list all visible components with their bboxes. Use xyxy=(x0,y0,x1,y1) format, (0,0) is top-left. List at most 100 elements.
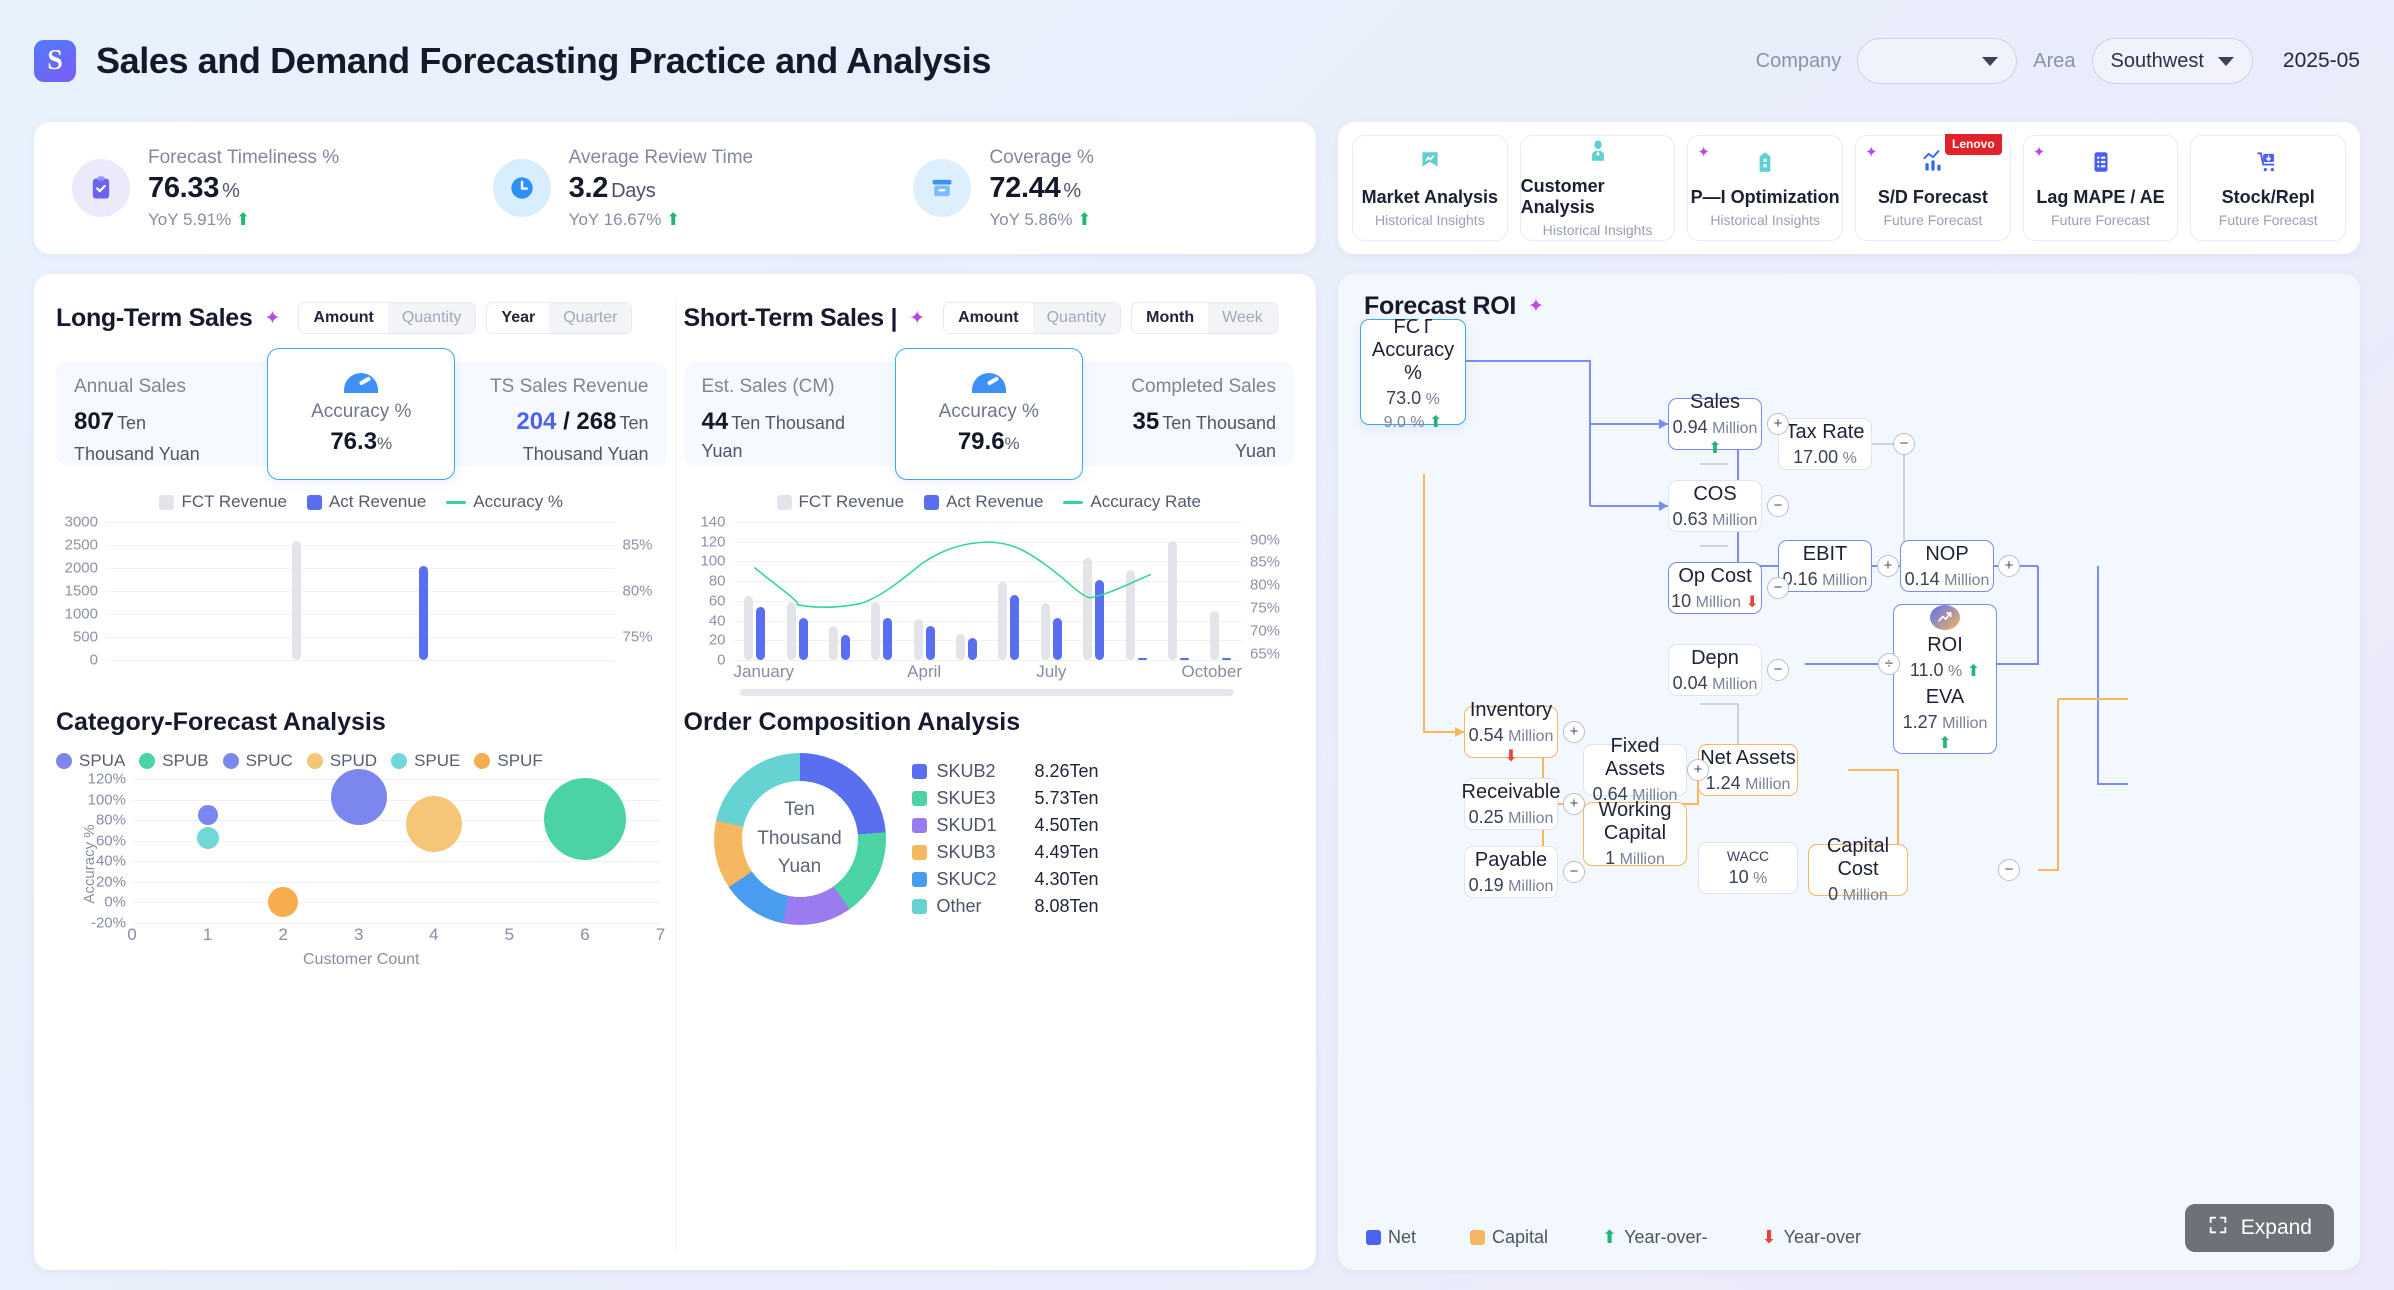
node-payable[interactable]: Payable 0.19 Million xyxy=(1464,846,1558,898)
long-term-header: Long-Term Sales ✦ Amount Quantity Year Q… xyxy=(56,296,667,340)
node-cos[interactable]: COS 0.63 Million xyxy=(1668,480,1762,532)
legend-capital: Capital xyxy=(1470,1227,1548,1248)
node-value: 10 Million ⬇ xyxy=(1671,590,1759,611)
bar-group[interactable] xyxy=(734,522,776,660)
node-nop[interactable]: NOP 0.14 Million xyxy=(1900,540,1994,592)
eva-label: EVA xyxy=(1925,686,1965,708)
bar-group[interactable] xyxy=(776,522,818,660)
short-term-period-toggle[interactable]: Month Week xyxy=(1131,302,1278,334)
node-name: Payable xyxy=(1474,848,1548,871)
module-subtitle: Historical Insights xyxy=(1542,222,1653,238)
list-item[interactable]: Other 8.08Ten xyxy=(911,896,1099,917)
list-item[interactable]: SKUE3 5.73Ten xyxy=(911,788,1099,809)
area-select[interactable]: Southwest xyxy=(2091,38,2253,84)
short-term-measure-toggle[interactable]: Amount Quantity xyxy=(943,302,1122,334)
stat-est-sales: Est. Sales (CM) 44 Ten Thousand Yuan xyxy=(684,362,888,466)
node-value: 1.24 Million xyxy=(1705,772,1791,793)
sparkle-icon: ✦ xyxy=(909,307,926,329)
node-working-capital[interactable]: Working Capital 1 Million xyxy=(1583,799,1687,868)
legend-act-revenue: Act Revenue xyxy=(306,492,426,512)
toggle-quantity[interactable]: Quantity xyxy=(387,303,476,333)
long-term-period-toggle[interactable]: Year Quarter xyxy=(486,302,633,334)
module-customer-analysis[interactable]: Customer Analysis Historical Insights xyxy=(1519,135,1676,241)
company-label: Company xyxy=(1755,49,1842,72)
toggle-week[interactable]: Week xyxy=(1208,303,1277,333)
toggle-year[interactable]: Year xyxy=(487,303,550,333)
node-wacc[interactable]: WACC 10 % xyxy=(1698,842,1798,894)
long-term-measure-toggle[interactable]: Amount Quantity xyxy=(298,302,477,334)
node-tax-rate[interactable]: Tax Rate 17.00 % xyxy=(1778,418,1872,470)
operator-minus: − xyxy=(1563,861,1585,883)
list-item[interactable]: SKUD1 4.50Ten xyxy=(911,815,1099,836)
company-select[interactable] xyxy=(1857,38,2018,84)
module-market-analysis[interactable]: Market Analysis Historical Insights xyxy=(1352,135,1508,241)
list-item[interactable]: SKUC2 4.30Ten xyxy=(911,869,1099,890)
stat-ts-sales-revenue: TS Sales Revenue 204 / 268 Ten Thousand Y… xyxy=(463,362,667,466)
forecast-roi-header: Forecast ROI ✦ xyxy=(1364,292,1544,321)
bubble-spue[interactable] xyxy=(196,826,219,849)
stat-accuracy-card[interactable]: Accuracy % 76.3% xyxy=(267,348,456,480)
node-capital-cost[interactable]: Capital Cost 0 Million xyxy=(1808,835,1908,904)
node-receivable[interactable]: Receivable 0.25 Million xyxy=(1462,778,1560,830)
bar-group[interactable] xyxy=(1157,522,1199,660)
long-term-toggles: Amount Quantity Year Quarter xyxy=(298,302,633,334)
node-ebit[interactable]: EBIT 0.16 Million xyxy=(1778,540,1872,592)
list-item[interactable]: SKUB3 4.49Ten xyxy=(911,842,1099,863)
module-pi-optimization[interactable]: ✦ P—I Optimization Historical Insights xyxy=(1687,135,1844,241)
bar-group[interactable] xyxy=(903,522,945,660)
bar-group[interactable] xyxy=(861,522,903,660)
node-inventory[interactable]: Inventory 0.54 Million ⬇ xyxy=(1464,699,1558,765)
expand-button[interactable]: Expand xyxy=(2184,1204,2334,1252)
bar-group[interactable] xyxy=(360,522,487,660)
arrow-up-icon: ⬆ xyxy=(1077,209,1092,229)
module-stock-repl[interactable]: Stock/Repl Future Forecast xyxy=(2190,135,2347,241)
donut-chart[interactable]: Ten Thousand Yuan xyxy=(713,753,886,925)
node-name: FCT Accuracy % xyxy=(1371,315,1455,384)
toggle-amount[interactable]: Amount xyxy=(944,303,1033,333)
bubble-spuf[interactable] xyxy=(268,887,299,918)
legend-fct-revenue: FCT Revenue xyxy=(159,492,287,512)
node-sales[interactable]: Sales 0.94 Million ⬆ xyxy=(1668,391,1762,457)
toggle-amount[interactable]: Amount xyxy=(299,303,388,333)
list-item[interactable]: SKUB2 8.26Ten xyxy=(911,761,1099,782)
node-depn[interactable]: Depn 0.04 Million xyxy=(1668,644,1762,696)
bubble-spuc[interactable] xyxy=(197,805,218,825)
y-axis-right: 90% 85% 80% 75% 70% 65% xyxy=(1250,531,1281,663)
bar-group[interactable] xyxy=(1073,522,1115,660)
chart-scrollbar[interactable] xyxy=(739,689,1234,696)
panel-divider xyxy=(674,302,676,1252)
eva-value: 1.27 Million ⬆ xyxy=(1902,712,1988,752)
bar-group[interactable] xyxy=(988,522,1030,660)
toggle-quantity[interactable]: Quantity xyxy=(1032,303,1121,333)
bar-group[interactable] xyxy=(818,522,860,660)
node-roi-eva-result[interactable]: ROI 11.0 % ⬆ EVA 1.27 Million ⬆ xyxy=(1893,604,1997,754)
order-composition-chart: Ten Thousand Yuan SKUB2 8.26Ten SKUE3 5.73Te… xyxy=(684,753,1295,925)
node-net-assets[interactable]: Net Assets 1.24 Million xyxy=(1698,744,1798,796)
node-op-cost[interactable]: Op Cost 10 Million ⬇ xyxy=(1668,562,1762,614)
toggle-month[interactable]: Month xyxy=(1132,303,1209,333)
bars xyxy=(106,522,615,660)
bar-group[interactable] xyxy=(1200,522,1242,660)
toggle-quarter[interactable]: Quarter xyxy=(549,303,632,333)
bar-group[interactable] xyxy=(1115,522,1157,660)
category-legend: SPUA SPUB SPUC SPUD SPUE SPUF xyxy=(56,751,667,771)
person-tie-icon xyxy=(1585,138,1611,169)
stat-accuracy-card[interactable]: Accuracy % 79.6% xyxy=(894,348,1083,480)
bubble-spub[interactable] xyxy=(543,778,626,861)
long-term-title: Long-Term Sales xyxy=(56,303,253,332)
bubble-spud[interactable] xyxy=(405,796,462,853)
bar-group[interactable] xyxy=(945,522,987,660)
plot-area xyxy=(733,522,1242,661)
module-lag-mape-ae[interactable]: ✦ Lag MAPE / AE Future Forecast xyxy=(2022,135,2179,241)
header-controls: Company Area Southwest 2025-05 xyxy=(1756,38,2360,84)
node-fct-accuracy[interactable]: FCT Accuracy % 73.0 % 9.0 % ⬆ xyxy=(1360,315,1466,431)
node-fixed-assets[interactable]: Fixed Assets 0.64 Million xyxy=(1583,735,1687,804)
bar-group[interactable] xyxy=(1030,522,1072,660)
category-forecast-chart: Accuracy % 120% 100% 80% 60% 40% 20% 0% … xyxy=(56,768,667,949)
bubble-spua[interactable] xyxy=(330,768,387,825)
stat-completed-sales: Completed Sales 35 Ten Thousand Yuan xyxy=(1091,362,1295,466)
module-name: Customer Analysis xyxy=(1520,176,1605,217)
bar-group[interactable] xyxy=(233,522,360,660)
module-name: Market Analysis xyxy=(1361,186,1499,207)
module-sd-forecast[interactable]: ✦ Lenovo S/D Forecast Future Forecast xyxy=(1855,134,2011,241)
